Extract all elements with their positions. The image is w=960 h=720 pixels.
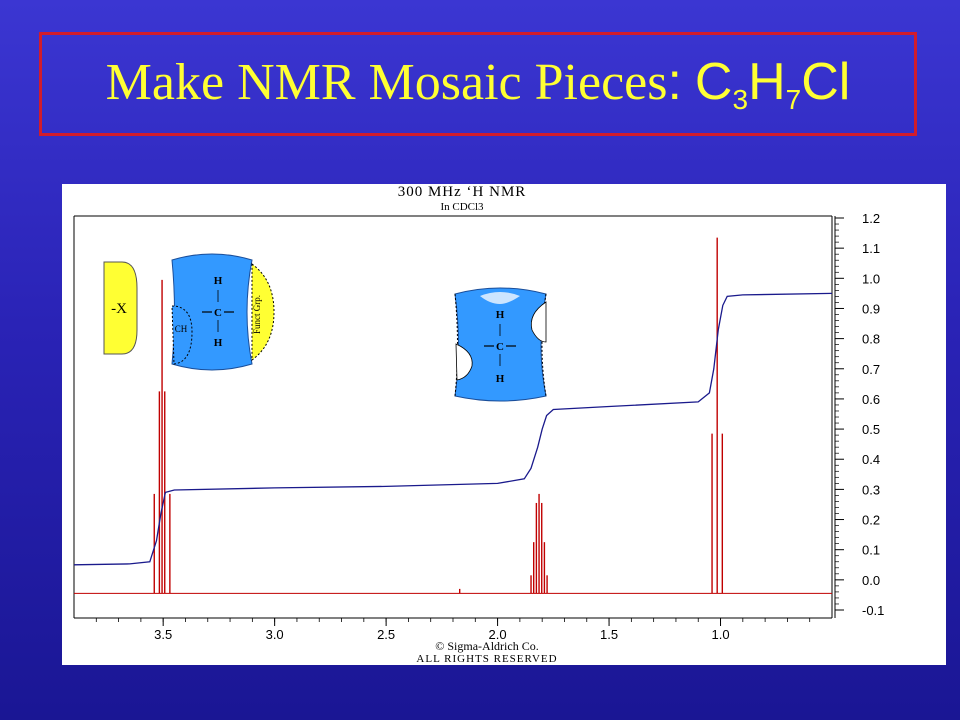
formula: C3H7Cl <box>694 53 851 115</box>
piece1-carbon: C <box>214 307 222 319</box>
formula-h: H <box>748 53 786 111</box>
title-colon: : <box>667 53 682 111</box>
y-axis-ticks: -0.1 0.0 0.1 0.2 0.3 0.4 0.5 0.6 0.7 0.8 0.9 1.0 1.1… <box>835 211 884 618</box>
y-tick-label: 0.6 <box>862 392 880 407</box>
formula-cl: Cl <box>801 53 851 111</box>
piece2-top-highlight <box>480 292 520 304</box>
x-tick-label: 1.0 <box>711 627 729 642</box>
piece1-h-bottom: H <box>214 337 223 349</box>
copyright-line1: © Sigma-Aldrich Co. <box>435 639 538 653</box>
x-piece-shape <box>103 261 138 355</box>
spectrum-series <box>74 237 832 594</box>
y-tick-label: 1.2 <box>862 211 880 226</box>
piece1-h-top: H <box>214 275 223 287</box>
y-tick-label: 0.0 <box>862 573 880 588</box>
x-axis-ticks: 3.5 3.0 2.5 2.0 1.5 1.0 <box>95 618 811 642</box>
x-tick-label: 1.5 <box>600 627 618 642</box>
y-tick-label: 0.8 <box>862 332 880 347</box>
piece2-carbon: C <box>496 341 504 353</box>
spectrum-header-title: 300 MHz ‘H NMR <box>398 184 527 200</box>
y-tick-label: 0.4 <box>862 452 880 467</box>
y-tick-label: 0.5 <box>862 422 880 437</box>
y-tick-label: -0.1 <box>862 603 884 618</box>
y-tick-label: 0.9 <box>862 301 880 316</box>
x-tick-label: 2.0 <box>489 627 507 642</box>
mosaic-piece-ch2: H C H <box>454 287 547 402</box>
y-tick-label: 1.1 <box>862 241 880 256</box>
x-mosaic-piece: -X <box>103 261 138 355</box>
title-box: Make NMR Mosaic Pieces: C3H7Cl <box>39 32 917 136</box>
formula-c: C <box>694 53 733 111</box>
y-tick-label: 0.1 <box>862 543 880 558</box>
y-tick-label: 1.0 <box>862 271 880 286</box>
title-main: Make NMR Mosaic Pieces <box>105 54 668 111</box>
piece1-ch-lobe <box>171 305 193 365</box>
y-tick-label: 0.7 <box>862 362 880 377</box>
x-tick-label: 3.0 <box>266 627 284 642</box>
x-tick-label: 3.5 <box>154 627 172 642</box>
piece2-h-top: H <box>496 309 505 321</box>
copyright-line2: ALL RIGHTS RESERVED <box>416 653 557 665</box>
y-tick-label: 0.3 <box>862 482 880 497</box>
mosaic-piece-ch2-funct: H C H CH Funct Grp. <box>171 253 275 371</box>
slide-title: Make NMR Mosaic Pieces: C3H7Cl <box>106 52 851 116</box>
piece1-funct-label: Funct Grp. <box>252 295 262 334</box>
integral-curve <box>73 292 833 566</box>
spectrum-header-solvent: In CDCl3 <box>440 201 484 213</box>
nmr-spectrum-panel: 3.5 3.0 2.5 2.0 1.5 1.0 -0.1 0.0 0.1 0.2 0.3 0.4 0.… <box>62 184 946 665</box>
piece2-right-notch <box>530 301 547 343</box>
piece1-funct-lobe <box>251 263 275 361</box>
piece2-h-bottom: H <box>496 373 505 385</box>
y-tick-label: 0.2 <box>862 513 880 528</box>
x-tick-label: 2.5 <box>377 627 395 642</box>
piece1-ch-label: CH <box>175 324 188 334</box>
nmr-chart: 3.5 3.0 2.5 2.0 1.5 1.0 -0.1 0.0 0.1 0.2 0.3 0.4 0.… <box>73 184 884 665</box>
x-piece-label: -X <box>111 301 127 317</box>
piece2-left-notch <box>455 343 473 381</box>
formula-h-count: 7 <box>785 84 802 115</box>
formula-c-count: 3 <box>732 84 749 115</box>
